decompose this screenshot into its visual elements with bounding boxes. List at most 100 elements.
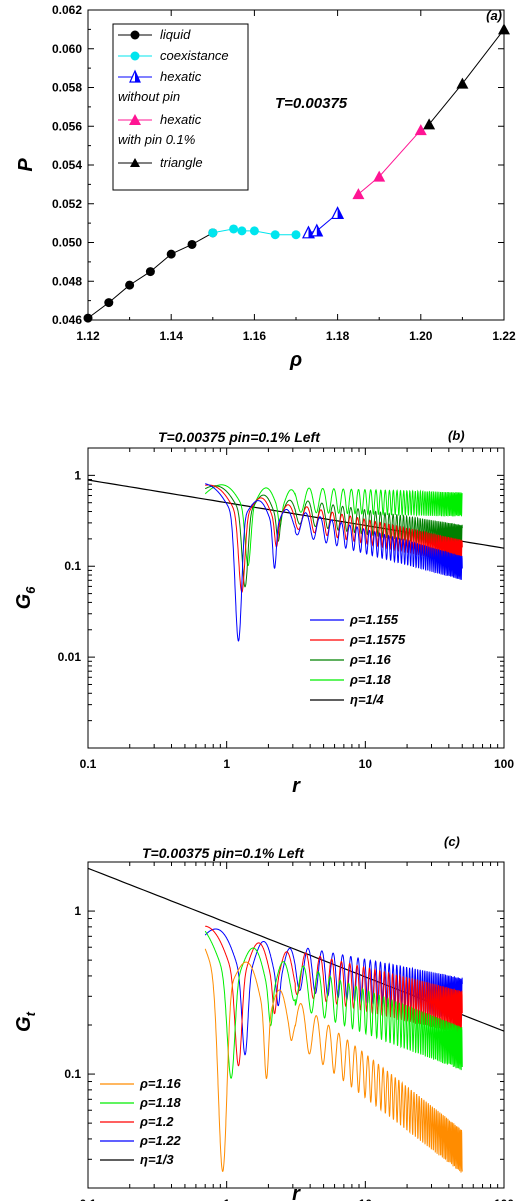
data-point (249, 226, 259, 236)
x-tick-label-a: 1.20 (409, 329, 433, 343)
x-tick-label-a: 1.18 (326, 329, 350, 343)
panel-label-b: (b) (448, 428, 465, 443)
x-axis-label-b: r (292, 775, 301, 797)
series-group-c (88, 867, 504, 1173)
legend-label-hexatic-1: hexatic (160, 69, 202, 84)
y-axis-label-b-sub: 6 (23, 586, 38, 594)
legend-item-hexatic-without-pin: hexatic without pin (118, 69, 202, 104)
y-axis-label-c: Gt (13, 1011, 38, 1032)
legend-label: η=1/4 (350, 692, 384, 707)
legend-label-without-pin: without pin (118, 89, 180, 104)
legend-label-triangle: triangle (160, 155, 203, 170)
data-point (208, 228, 218, 238)
data-point (423, 118, 436, 130)
series-hexatic-without-pin (302, 206, 345, 239)
data-point (270, 230, 280, 240)
y-tick-label-a: 0.058 (52, 81, 82, 95)
legend-label: ρ=1.18 (139, 1095, 182, 1110)
legend-label-coexistance: coexistance (160, 48, 229, 63)
x-tick-label: 1 (223, 1197, 230, 1201)
data-point (373, 170, 386, 182)
data-point (498, 23, 510, 35)
y-tick-label: 1 (74, 904, 81, 918)
legend-item-1-22: ρ=1.22 (100, 1133, 182, 1148)
x-tick-label-a: 1.12 (76, 329, 100, 343)
legend-item-1-2: ρ=1.2 (100, 1114, 174, 1129)
legend-c: ρ=1.16 ρ=1.18 ρ=1.2 ρ=1.22 η=1/3 (100, 1076, 182, 1167)
y-axis-label-a: P (15, 158, 37, 172)
x-tick-label-a: 1.14 (160, 329, 184, 343)
series-coexistance (208, 224, 301, 240)
data-point (125, 280, 135, 290)
x-tick-label: 10 (359, 757, 373, 771)
legend-item-triangle: triangle (118, 155, 203, 170)
legend-label: ρ=1.16 (349, 652, 392, 667)
legend-item-1-18: ρ=1.18 (310, 672, 392, 687)
x-tick-label: 0.1 (80, 757, 97, 771)
legend-b: ρ=1.155 ρ=1.1575 ρ=1.16 ρ=1.18 η=1/4 (310, 612, 406, 707)
legend-marker-liquid (130, 30, 140, 40)
legend-item-1-16: ρ=1.16 (100, 1076, 182, 1091)
svg-text:Gt: Gt (13, 1011, 38, 1032)
legend-label-liquid: liquid (160, 27, 191, 42)
data-point (104, 298, 114, 308)
panel-label-c: (c) (444, 834, 460, 849)
data-point (229, 224, 239, 234)
legend-marker-hexatic-with-pin (129, 114, 141, 125)
y-tick-label-a: 0.052 (52, 197, 82, 211)
legend-label: ρ=1.2 (139, 1114, 174, 1129)
series-hexatic-with-pin-0-1 (352, 124, 427, 200)
series-liquid (83, 228, 218, 323)
y-tick-label: 0.01 (58, 650, 82, 664)
y-axis-label-c-sub: t (23, 1011, 38, 1016)
plot-frame-b (87, 447, 505, 749)
y-tick-label: 1 (74, 468, 81, 482)
data-point (237, 226, 247, 236)
series-1-2 (204, 925, 463, 1067)
y-tick-label-a: 0.062 (52, 3, 82, 17)
data-point (414, 124, 427, 136)
x-axis-label-a: ρ (289, 349, 302, 371)
data-point (310, 223, 324, 237)
data-point (145, 267, 155, 277)
panel-label-a: (a) (486, 8, 502, 23)
x-tick-label: 100 (494, 1197, 514, 1201)
data-point (291, 230, 301, 240)
series-triangle (423, 23, 510, 130)
data-point (83, 313, 93, 323)
series-line (205, 484, 463, 593)
x-tick-label: 1 (223, 757, 230, 771)
series-line (204, 484, 463, 566)
legend-item-1-16: ρ=1.16 (310, 652, 392, 667)
series-line (428, 29, 505, 125)
legend-marker-triangle (130, 158, 140, 167)
legend-item-coexistance: coexistance (118, 48, 229, 63)
legend-label-with-pin: with pin 0.1% (118, 132, 195, 147)
series-line (358, 129, 422, 195)
series-line (204, 948, 463, 1173)
annotation-a: T=0.00375 (275, 95, 348, 112)
legend-a: liquid coexistance hexatic without pin h… (112, 23, 249, 191)
series-group-a (83, 23, 510, 323)
x-tick-label-a: 1.22 (492, 329, 516, 343)
legend-label-hexatic-2: hexatic (160, 112, 202, 127)
series-1-1575 (205, 484, 463, 593)
y-tick-label: 0.1 (64, 1067, 81, 1081)
y-axis-label-b-main: G (13, 594, 35, 610)
legend-item-1-3: η=1/3 (100, 1152, 174, 1167)
data-point (166, 249, 176, 259)
axis-ticks-a: 1.12 1.14 1.16 1.18 1.20 1.22 0.046 0.048 0.050 0… (52, 3, 516, 343)
y-tick-label: 0.1 (64, 559, 81, 573)
y-tick-label-a: 0.060 (52, 42, 82, 56)
series-1-16 (204, 948, 463, 1173)
series-1-18 (204, 930, 463, 1079)
x-axis-label-c: r (292, 1183, 301, 1201)
legend-item-liquid: liquid (118, 27, 191, 42)
axis-ticks-c: 0.1 1 10 100 0.1 1 (64, 862, 514, 1201)
series-1-18 (204, 484, 463, 566)
chart-panel-c: 0.1 1 10 100 0.1 1 T=0.00375 pin=0.1% Left (c… (13, 834, 514, 1201)
legend-item-hexatic-with-pin: hexatic with pin 0.1% (118, 112, 202, 147)
data-point (187, 239, 197, 249)
chart-panel-b: 0.1 1 10 100 0.01 0.1 1 T=0.00375 pin=0.1% Lef… (13, 428, 514, 797)
y-axis-label-c-main: G (13, 1016, 35, 1032)
